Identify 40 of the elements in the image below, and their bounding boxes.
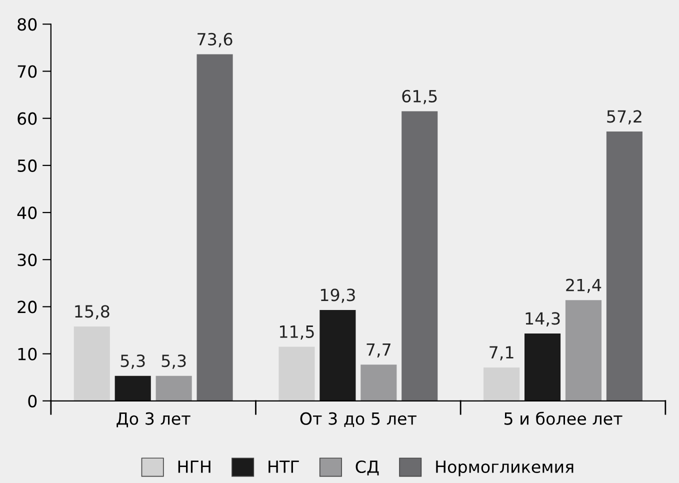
bar <box>320 310 356 401</box>
x-tick-label: От 3 до 5 лет <box>300 412 416 427</box>
data-label: 5,3 <box>162 354 186 369</box>
data-label: 61,5 <box>402 90 437 104</box>
y-tick-label: 20 <box>18 300 37 314</box>
data-label: 7,1 <box>490 346 514 360</box>
bar <box>606 132 642 401</box>
bar <box>565 300 602 401</box>
bar <box>156 376 192 401</box>
legend-label: НТГ <box>268 460 299 473</box>
bar <box>402 111 438 401</box>
bar <box>114 376 151 401</box>
data-label: 19,3 <box>320 288 355 303</box>
y-tick-label: 60 <box>18 112 37 125</box>
y-tick-label: 40 <box>17 206 37 220</box>
x-tick-label: До 3 лет <box>116 412 190 428</box>
data-label: 73,6 <box>198 32 232 48</box>
data-label: 7,7 <box>366 343 390 358</box>
data-label: 11,5 <box>280 326 314 340</box>
y-tick-label: 0 <box>28 394 37 408</box>
y-tick-label: 30 <box>18 254 37 266</box>
legend-label: Нормогликемия <box>436 460 574 476</box>
data-label: 21,4 <box>566 278 602 294</box>
legend-label: НГН <box>178 460 210 473</box>
data-label: 57,2 <box>607 110 642 124</box>
x-tick-label: 5 и более лет <box>504 412 622 425</box>
data-label: 15,8 <box>75 305 110 320</box>
bar <box>196 54 233 401</box>
bar <box>484 367 520 401</box>
bar <box>74 326 110 401</box>
y-tick-label: 80 <box>18 18 37 31</box>
bar <box>278 346 315 401</box>
y-tick-label: 70 <box>18 65 37 78</box>
data-label: 5,3 <box>120 354 145 369</box>
y-tick-label: 10 <box>18 348 37 360</box>
y-tick-label: 50 <box>18 159 37 172</box>
bar <box>360 364 397 401</box>
data-label: 14,3 <box>526 312 560 326</box>
bar <box>524 334 561 401</box>
legend-label: СД <box>356 460 379 476</box>
